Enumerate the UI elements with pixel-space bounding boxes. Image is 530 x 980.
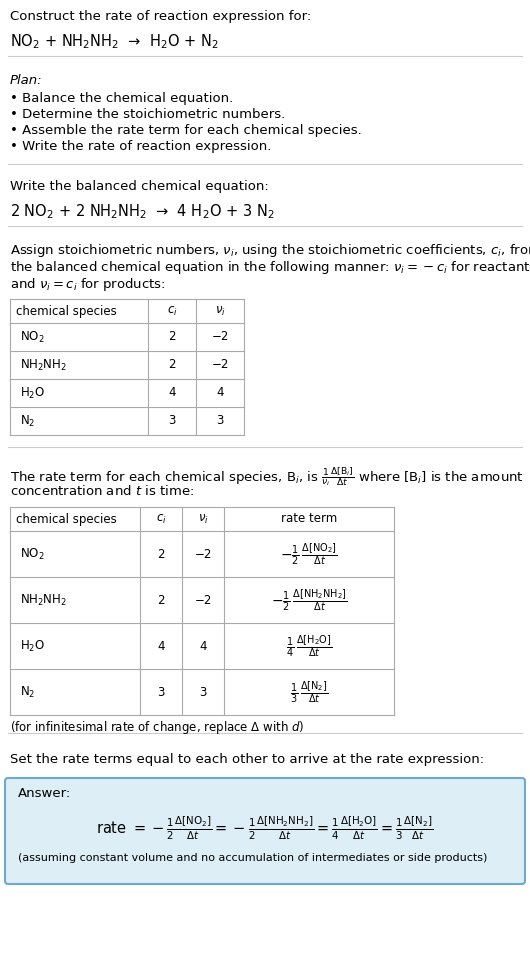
- Text: −2: −2: [195, 548, 211, 561]
- Text: $\frac{1}{3}\,\frac{\Delta[\mathrm{N_2}]}{\Delta t}$: $\frac{1}{3}\,\frac{\Delta[\mathrm{N_2}]…: [290, 679, 328, 705]
- Text: $\frac{1}{4}\,\frac{\Delta[\mathrm{H_2O}]}{\Delta t}$: $\frac{1}{4}\,\frac{\Delta[\mathrm{H_2O}…: [286, 633, 332, 659]
- Text: and $\nu_i = c_i$ for products:: and $\nu_i = c_i$ for products:: [10, 276, 165, 293]
- Text: 3: 3: [169, 415, 175, 427]
- Text: (assuming constant volume and no accumulation of intermediates or side products): (assuming constant volume and no accumul…: [18, 853, 488, 863]
- Text: N$_2$: N$_2$: [20, 684, 36, 700]
- Text: NO$_2$: NO$_2$: [20, 329, 45, 345]
- Text: Assign stoichiometric numbers, $\nu_i$, using the stoichiometric coefficients, $: Assign stoichiometric numbers, $\nu_i$, …: [10, 242, 530, 259]
- Text: Write the balanced chemical equation:: Write the balanced chemical equation:: [10, 180, 269, 193]
- Text: N$_2$: N$_2$: [20, 414, 36, 428]
- Text: H$_2$O: H$_2$O: [20, 385, 45, 401]
- Text: 4: 4: [216, 386, 224, 400]
- Text: $c_i$: $c_i$: [156, 513, 166, 525]
- Text: concentration and $t$ is time:: concentration and $t$ is time:: [10, 484, 194, 498]
- Text: 4: 4: [157, 640, 165, 653]
- Text: H$_2$O: H$_2$O: [20, 638, 45, 654]
- Text: 2: 2: [157, 594, 165, 607]
- Text: rate term: rate term: [281, 513, 337, 525]
- Text: −2: −2: [211, 359, 228, 371]
- Text: 3: 3: [199, 685, 207, 699]
- Text: NH$_2$NH$_2$: NH$_2$NH$_2$: [20, 358, 67, 372]
- Text: $-\frac{1}{2}\,\frac{\Delta[\mathrm{NO_2}]}{\Delta t}$: $-\frac{1}{2}\,\frac{\Delta[\mathrm{NO_2…: [280, 541, 338, 566]
- Text: Answer:: Answer:: [18, 787, 71, 800]
- Text: −2: −2: [195, 594, 211, 607]
- FancyBboxPatch shape: [5, 778, 525, 884]
- Text: 4: 4: [199, 640, 207, 653]
- Text: $\nu_i$: $\nu_i$: [198, 513, 208, 525]
- Text: Set the rate terms equal to each other to arrive at the rate expression:: Set the rate terms equal to each other t…: [10, 753, 484, 766]
- Text: rate $= -\frac{1}{2}\frac{\Delta[\mathrm{NO_2}]}{\Delta t} = -\frac{1}{2}\frac{\: rate $= -\frac{1}{2}\frac{\Delta[\mathrm…: [96, 815, 434, 843]
- Text: $-\frac{1}{2}\,\frac{\Delta[\mathrm{NH_2NH_2}]}{\Delta t}$: $-\frac{1}{2}\,\frac{\Delta[\mathrm{NH_2…: [271, 587, 347, 612]
- Text: −2: −2: [211, 330, 228, 344]
- Text: NH$_2$NH$_2$: NH$_2$NH$_2$: [20, 593, 67, 608]
- Text: chemical species: chemical species: [16, 513, 117, 525]
- Text: 2: 2: [157, 548, 165, 561]
- Text: chemical species: chemical species: [16, 305, 117, 318]
- Text: 2: 2: [168, 330, 176, 344]
- Text: • Assemble the rate term for each chemical species.: • Assemble the rate term for each chemic…: [10, 124, 362, 137]
- Text: $\nu_i$: $\nu_i$: [215, 305, 225, 318]
- Text: $c_i$: $c_i$: [166, 305, 178, 318]
- Text: 2 NO$_2$ + 2 NH$_2$NH$_2$  →  4 H$_2$O + 3 N$_2$: 2 NO$_2$ + 2 NH$_2$NH$_2$ → 4 H$_2$O + 3…: [10, 202, 275, 220]
- Text: Construct the rate of reaction expression for:: Construct the rate of reaction expressio…: [10, 10, 311, 23]
- Text: • Write the rate of reaction expression.: • Write the rate of reaction expression.: [10, 140, 271, 153]
- Text: 4: 4: [168, 386, 176, 400]
- Text: NO$_2$: NO$_2$: [20, 547, 45, 562]
- Text: The rate term for each chemical species, B$_i$, is $\frac{1}{\nu_i}\frac{\Delta[: The rate term for each chemical species,…: [10, 465, 524, 488]
- Text: (for infinitesimal rate of change, replace Δ with $d$): (for infinitesimal rate of change, repla…: [10, 719, 304, 736]
- Text: the balanced chemical equation in the following manner: $\nu_i = -c_i$ for react: the balanced chemical equation in the fo…: [10, 259, 530, 276]
- Text: • Determine the stoichiometric numbers.: • Determine the stoichiometric numbers.: [10, 108, 285, 121]
- Text: Plan:: Plan:: [10, 74, 42, 87]
- Text: • Balance the chemical equation.: • Balance the chemical equation.: [10, 92, 233, 105]
- Text: 3: 3: [157, 685, 165, 699]
- Text: 3: 3: [216, 415, 224, 427]
- Text: 2: 2: [168, 359, 176, 371]
- Text: NO$_2$ + NH$_2$NH$_2$  →  H$_2$O + N$_2$: NO$_2$ + NH$_2$NH$_2$ → H$_2$O + N$_2$: [10, 32, 219, 51]
